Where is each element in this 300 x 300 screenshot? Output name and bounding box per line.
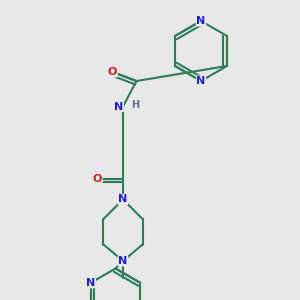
Text: N: N bbox=[196, 16, 206, 26]
Text: N: N bbox=[196, 76, 206, 86]
Text: O: O bbox=[93, 173, 102, 184]
Text: N: N bbox=[118, 256, 127, 266]
Text: N: N bbox=[118, 194, 127, 205]
Text: O: O bbox=[108, 67, 117, 77]
Text: N: N bbox=[114, 101, 123, 112]
Text: H: H bbox=[131, 100, 139, 110]
Text: N: N bbox=[86, 278, 95, 288]
